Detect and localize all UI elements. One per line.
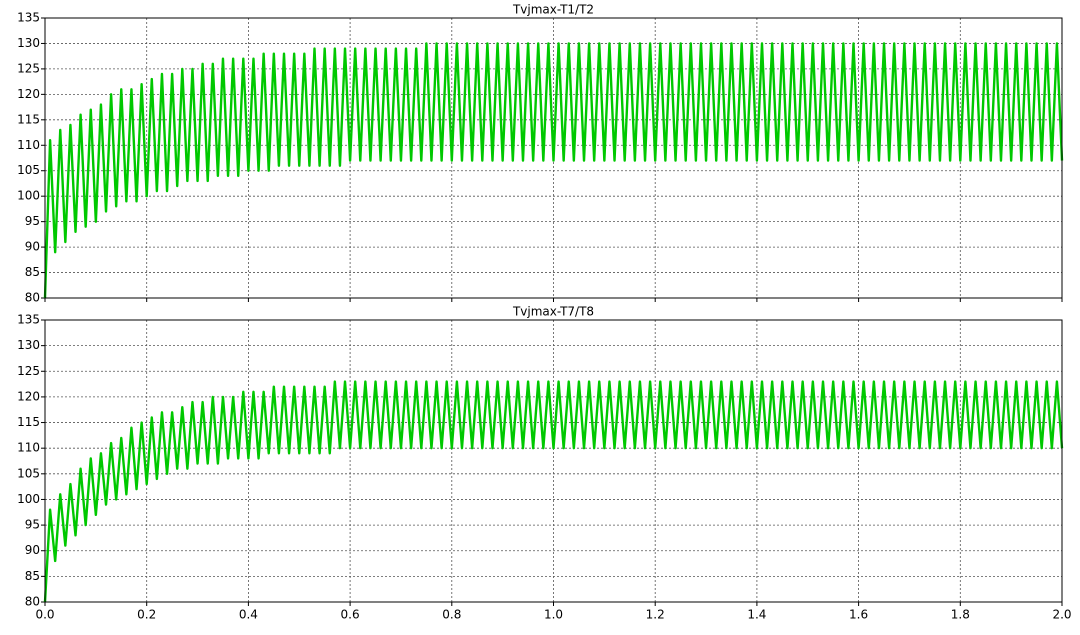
y-tick-label: 100	[17, 189, 40, 203]
y-tick-label: 85	[25, 265, 40, 279]
data-line	[43, 42, 1064, 299]
y-tick-label: 90	[25, 240, 40, 254]
y-tick-label: 100	[17, 492, 40, 506]
x-tick-label: 0.0	[35, 608, 54, 622]
y-tick-label: 130	[17, 338, 40, 352]
x-tick-label: 0.2	[137, 608, 156, 622]
x-tick-label: 1.4	[747, 608, 766, 622]
x-tick-label: 0.8	[442, 608, 461, 622]
y-tick-label: 105	[17, 163, 40, 177]
x-tick-label: 0.4	[239, 608, 258, 622]
y-tick-label: 90	[25, 543, 40, 557]
y-tick-label: 95	[25, 518, 40, 532]
y-tick-label: 115	[17, 112, 40, 126]
plot-frame	[44, 319, 1063, 603]
y-tick-label: 85	[25, 569, 40, 583]
data-line	[43, 380, 1064, 603]
y-tick-label: 95	[25, 214, 40, 228]
y-tick-label: 120	[17, 389, 40, 403]
y-tick-label: 110	[17, 441, 40, 455]
chart-title: Tvjmax-T7/T8	[512, 305, 594, 319]
y-tick-label: 110	[17, 138, 40, 152]
y-tick-label: 80	[25, 595, 40, 609]
y-tick-label: 115	[17, 415, 40, 429]
y-tick-label: 120	[17, 87, 40, 101]
y-tick-label: 80	[25, 291, 40, 305]
x-tick-label: 1.8	[951, 608, 970, 622]
x-tick-label: 1.2	[646, 608, 665, 622]
plot-frame	[44, 17, 1063, 299]
y-tick-label: 125	[17, 364, 40, 378]
x-tick-label: 0.6	[341, 608, 360, 622]
y-tick-label: 135	[17, 11, 40, 25]
x-tick-label: 1.6	[849, 608, 868, 622]
y-tick-label: 105	[17, 466, 40, 480]
chart-title: Tvjmax-T1/T2	[512, 3, 594, 17]
x-tick-label: 1.0	[544, 608, 563, 622]
y-tick-label: 125	[17, 61, 40, 75]
y-tick-label: 130	[17, 36, 40, 50]
x-tick-label: 2.0	[1052, 608, 1071, 622]
y-tick-label: 135	[17, 313, 40, 327]
